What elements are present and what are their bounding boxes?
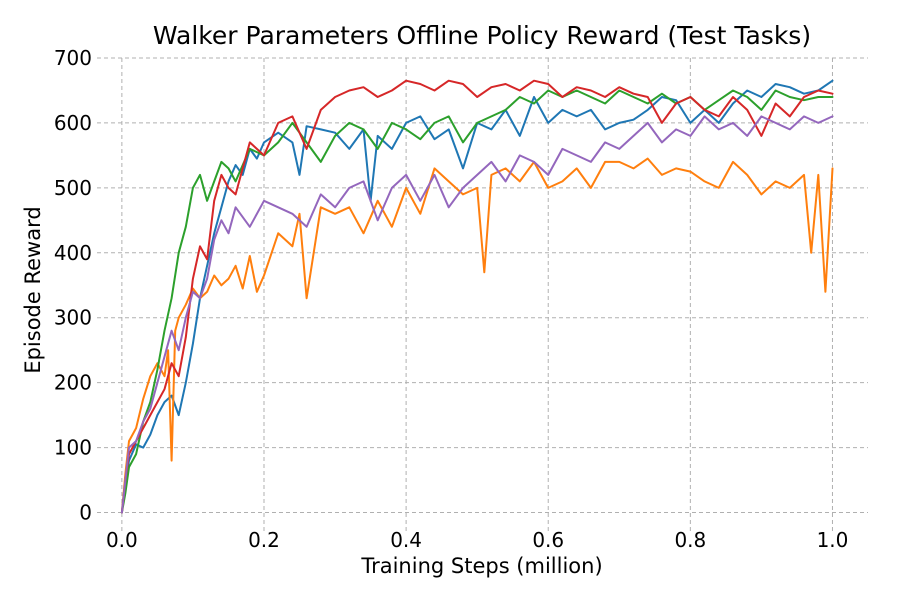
tick-layer: 0.0 0.2 0.4 0.6 0.8 1.0 0 100 200 300 400 500 600 700	[54, 46, 849, 552]
y-tick-label: 700	[54, 46, 92, 70]
x-tick-label: 0.4	[390, 528, 422, 552]
y-tick-label: 600	[54, 111, 92, 135]
x-axis-label: Training Steps (million)	[360, 554, 602, 578]
y-axis-label: Episode Reward	[21, 206, 45, 373]
series-line-orange	[120, 157, 834, 514]
series-line-red	[120, 79, 834, 514]
y-tick-label: 300	[54, 306, 92, 330]
x-tick-label: 0.6	[532, 528, 564, 552]
grid-layer	[97, 57, 868, 532]
x-tick-label: 1.0	[817, 528, 849, 552]
series-layer	[120, 79, 834, 514]
y-tick-label: 400	[54, 241, 92, 265]
series-line-green	[120, 89, 834, 514]
series-line-blue	[120, 79, 834, 514]
x-tick-label: 0.0	[106, 528, 138, 552]
x-tick-label: 0.8	[674, 528, 706, 552]
series-line-purple	[120, 115, 834, 514]
x-tick-label: 0.2	[248, 528, 280, 552]
y-tick-label: 100	[54, 436, 92, 460]
y-tick-label: 500	[54, 176, 92, 200]
y-tick-label: 200	[54, 371, 92, 395]
chart-title: Walker Parameters Offline Policy Reward …	[153, 21, 811, 50]
y-tick-label: 0	[79, 501, 92, 525]
